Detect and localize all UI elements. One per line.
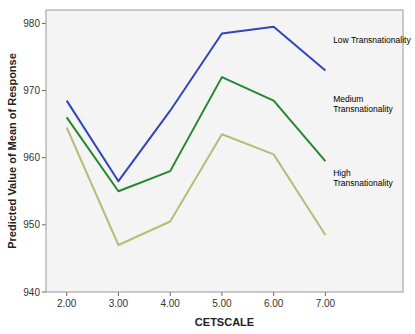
plot-frame xyxy=(46,10,403,292)
y-tick xyxy=(42,224,46,225)
chart: 940 950 960 970 980 2.00 3.00 4.00 5.00 6.00 7.00 C… xyxy=(0,0,415,334)
x-tick-label: 2.00 xyxy=(57,298,77,309)
x-tick-label: 7.00 xyxy=(316,298,336,309)
x-tick-label: 4.00 xyxy=(160,298,180,309)
line xyxy=(67,128,326,246)
x-tick xyxy=(273,292,274,296)
x-tick xyxy=(118,292,119,296)
x-tick xyxy=(66,292,67,296)
annotation: HighTransnationality xyxy=(333,168,393,188)
y-tick-label: 980 xyxy=(23,18,40,29)
y-tick xyxy=(42,292,46,293)
x-axis: 2.00 3.00 4.00 5.00 6.00 7.00 xyxy=(57,292,336,309)
x-tick xyxy=(221,292,222,296)
y-tick xyxy=(42,23,46,24)
annotation: Low Transnationality xyxy=(333,35,411,45)
y-axis: 940 950 960 970 980 xyxy=(23,18,46,298)
lines xyxy=(67,27,326,245)
y-tick-label: 940 xyxy=(23,287,40,298)
y-tick xyxy=(42,90,46,91)
y-tick-label: 970 xyxy=(23,85,40,96)
x-tick-label: 3.00 xyxy=(109,298,129,309)
y-tick-label: 950 xyxy=(23,219,40,230)
plot-background xyxy=(46,10,403,292)
x-tick-label: 5.00 xyxy=(212,298,232,309)
annotation: MediumTransnationality xyxy=(333,94,393,114)
y-tick xyxy=(42,157,46,158)
x-axis-label: CETSCALE xyxy=(195,316,254,328)
x-tick-label: 6.00 xyxy=(264,298,284,309)
y-axis-label: Predicted Value of Mean of Response xyxy=(6,53,18,249)
x-tick xyxy=(170,292,171,296)
y-tick-label: 960 xyxy=(23,152,40,163)
x-tick xyxy=(325,292,326,296)
line xyxy=(67,27,326,181)
